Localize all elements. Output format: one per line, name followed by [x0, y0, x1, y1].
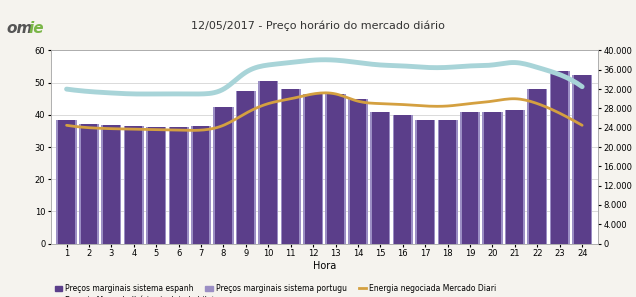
- Bar: [417, 120, 434, 244]
- Bar: [191, 126, 211, 244]
- Bar: [58, 120, 75, 244]
- Bar: [372, 112, 389, 244]
- Bar: [125, 126, 142, 244]
- Bar: [148, 127, 165, 244]
- Bar: [529, 89, 546, 244]
- Text: ie: ie: [29, 21, 45, 36]
- Bar: [527, 89, 548, 244]
- Bar: [305, 94, 322, 244]
- Bar: [237, 91, 254, 244]
- Bar: [505, 110, 525, 244]
- Bar: [81, 124, 97, 244]
- Bar: [146, 127, 167, 244]
- Text: 12/05/2017 - Preço horário do mercado diário: 12/05/2017 - Preço horário do mercado di…: [191, 21, 445, 31]
- X-axis label: Hora: Hora: [313, 261, 336, 271]
- Bar: [193, 126, 209, 244]
- Legend: Preços marginais sistema espanh, Preços marginais sistema portugu, Energia negoc: Preços marginais sistema espanh, Preços …: [55, 284, 497, 293]
- Bar: [393, 115, 413, 244]
- Bar: [169, 127, 189, 244]
- Bar: [482, 112, 502, 244]
- Bar: [79, 124, 99, 244]
- Bar: [460, 112, 480, 244]
- Bar: [170, 127, 187, 244]
- Bar: [260, 81, 277, 244]
- Bar: [101, 125, 121, 244]
- Bar: [484, 112, 501, 244]
- Bar: [280, 89, 301, 244]
- Bar: [103, 125, 120, 244]
- Bar: [350, 99, 366, 244]
- Bar: [551, 71, 568, 244]
- Bar: [326, 94, 345, 244]
- Bar: [415, 120, 435, 244]
- Bar: [506, 110, 523, 244]
- Bar: [215, 107, 232, 244]
- Bar: [574, 75, 591, 244]
- Bar: [439, 120, 456, 244]
- Bar: [303, 94, 323, 244]
- Bar: [258, 81, 279, 244]
- Bar: [550, 71, 570, 244]
- Bar: [236, 91, 256, 244]
- Bar: [438, 120, 458, 244]
- Legend: Energia Mercado Ibérico incluindo bilater:: Energia Mercado Ibérico incluindo bilate…: [55, 296, 225, 297]
- Bar: [214, 107, 233, 244]
- Bar: [370, 112, 391, 244]
- Bar: [327, 94, 344, 244]
- Text: om: om: [6, 21, 32, 36]
- Bar: [282, 89, 299, 244]
- Bar: [348, 99, 368, 244]
- Bar: [57, 120, 77, 244]
- Bar: [124, 126, 144, 244]
- Bar: [572, 75, 592, 244]
- Bar: [462, 112, 478, 244]
- Bar: [394, 115, 411, 244]
